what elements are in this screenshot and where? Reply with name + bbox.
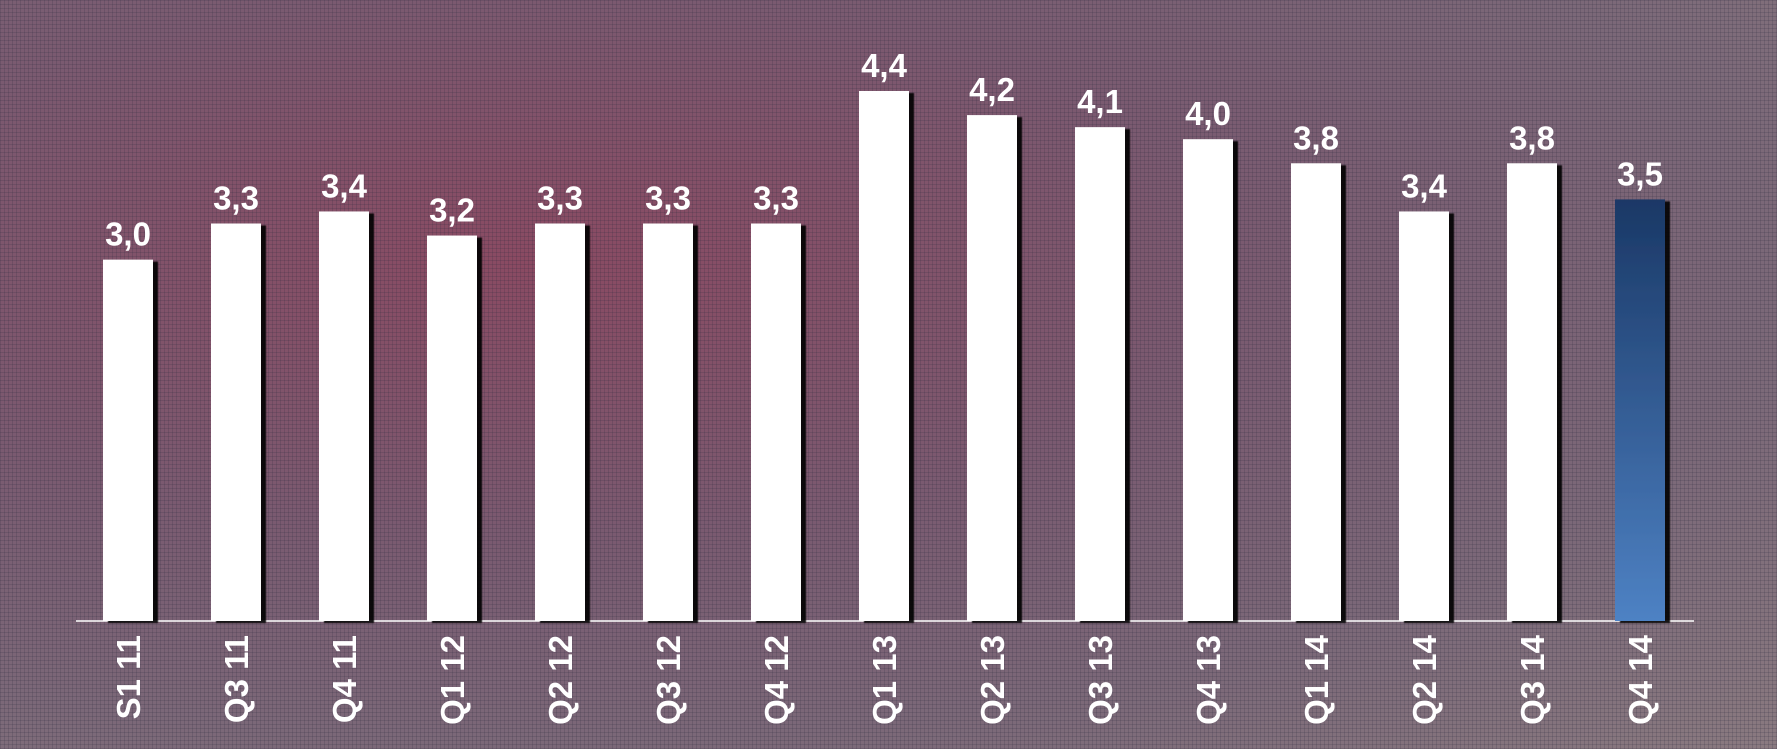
value-label: 4,1 <box>1077 83 1123 120</box>
bar <box>319 211 369 622</box>
bar <box>967 115 1017 621</box>
value-label: 4,0 <box>1185 95 1231 132</box>
x-tick-label: Q1 14 <box>1298 634 1335 725</box>
x-tick-label: Q1 13 <box>866 635 903 725</box>
value-label: 3,3 <box>213 180 259 217</box>
bar <box>1075 127 1125 622</box>
value-label: 4,2 <box>969 71 1015 108</box>
bar <box>1399 211 1449 622</box>
x-tick-label: Q4 14 <box>1622 634 1659 725</box>
x-tick-label: Q4 13 <box>1190 635 1227 725</box>
value-label: 3,8 <box>1509 119 1555 156</box>
x-tick-label: S1 11 <box>110 635 147 719</box>
value-label: 3,3 <box>645 180 691 217</box>
bar <box>427 235 477 621</box>
bar <box>1507 163 1557 622</box>
bar <box>859 91 909 621</box>
value-label: 3,8 <box>1293 119 1339 156</box>
x-tick-label: Q3 11 <box>218 635 255 723</box>
value-label: 4,4 <box>861 47 908 84</box>
bar <box>1183 139 1233 621</box>
value-label: 3,2 <box>429 192 475 229</box>
x-tick-label: Q3 12 <box>650 635 687 725</box>
bar <box>1615 199 1665 621</box>
x-tick-label: Q2 12 <box>542 635 579 725</box>
value-label: 3,3 <box>537 180 583 217</box>
value-label: 3,5 <box>1617 155 1663 192</box>
bar <box>535 223 585 621</box>
value-label: 3,0 <box>105 216 151 253</box>
bar <box>103 259 153 621</box>
x-tick-label: Q2 14 <box>1406 634 1443 725</box>
x-tick-label: Q1 12 <box>434 635 471 725</box>
x-tick-label: Q4 12 <box>758 635 795 725</box>
bar <box>1291 163 1341 622</box>
x-tick-label: Q2 13 <box>974 635 1011 725</box>
x-tick-label: Q3 14 <box>1514 634 1551 725</box>
x-tick-label: Q3 13 <box>1082 635 1119 725</box>
value-label: 3,3 <box>753 180 799 217</box>
bar <box>643 223 693 621</box>
x-tick-label: Q4 11 <box>326 635 363 723</box>
bar <box>751 223 801 621</box>
bar <box>211 223 261 621</box>
value-label: 3,4 <box>321 167 368 204</box>
value-label: 3,4 <box>1401 167 1448 204</box>
